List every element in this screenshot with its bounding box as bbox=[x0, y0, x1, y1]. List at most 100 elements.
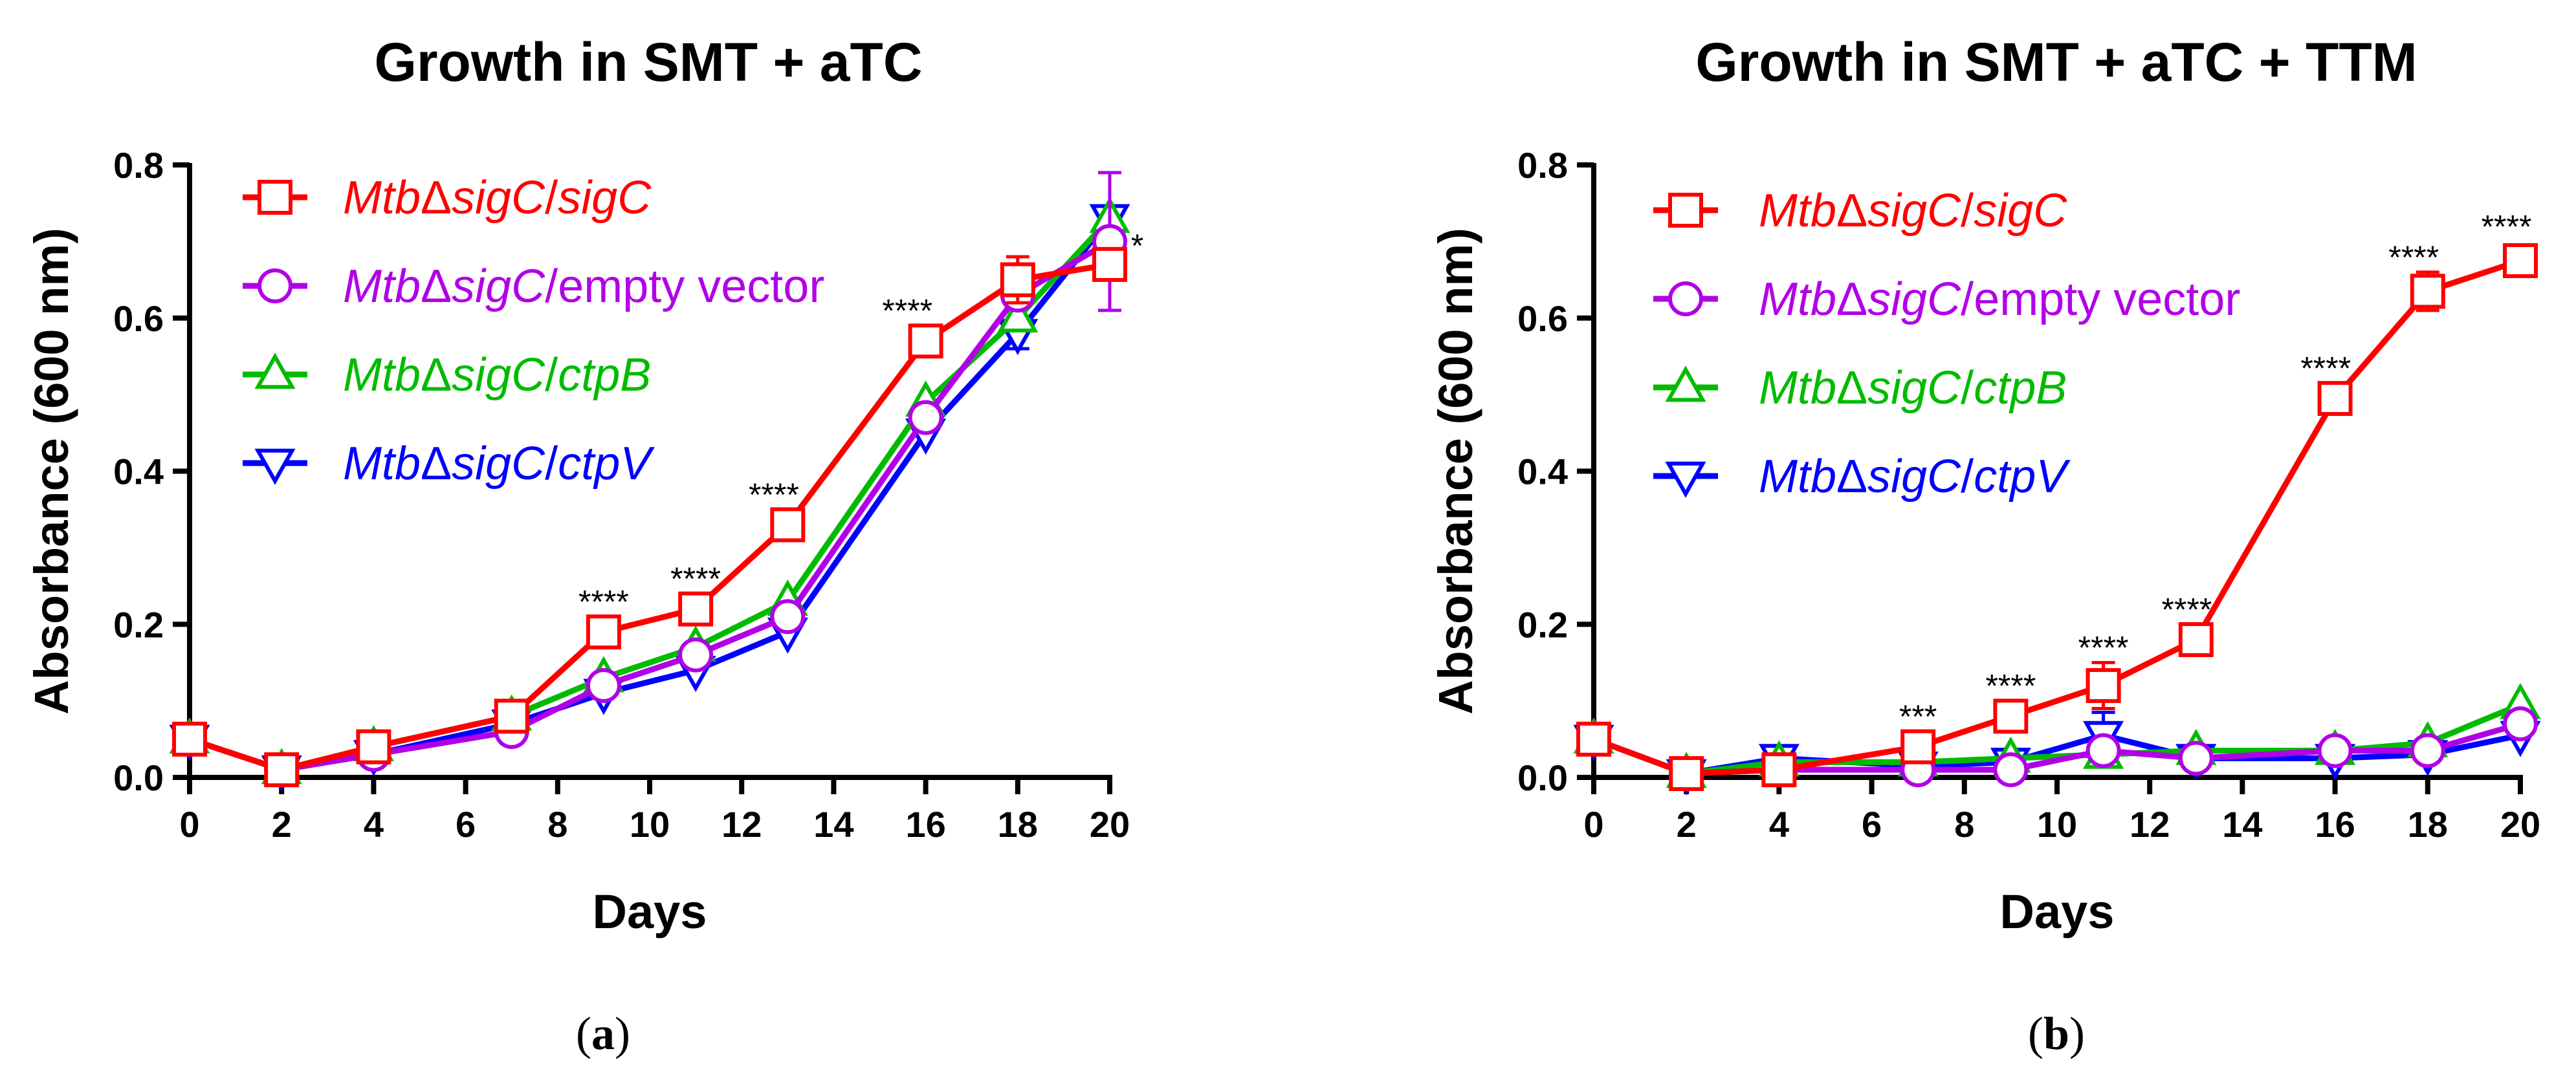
y-axis-label: Absorbance (600 nm) bbox=[1429, 228, 1482, 715]
data-point bbox=[172, 721, 207, 757]
chart-title: Growth in SMT + aTC + TTM bbox=[1695, 32, 2417, 92]
data-point bbox=[678, 591, 714, 627]
x-tick-label: 18 bbox=[2408, 804, 2448, 845]
legend-delta: Δ bbox=[1836, 274, 1867, 325]
significance-label: **** bbox=[2388, 239, 2439, 276]
caption-letter: a bbox=[591, 1008, 615, 1059]
x-axis-label: Days bbox=[2000, 885, 2115, 938]
legend-slash: / bbox=[1961, 362, 1974, 414]
series-line bbox=[188, 239, 1112, 773]
significance-label: *** bbox=[1899, 699, 1937, 735]
data-point bbox=[678, 637, 714, 673]
legend-item: MtbΔsigC/ctpV bbox=[243, 438, 655, 490]
legend-gene: sigC bbox=[452, 438, 545, 490]
legend-item: MtbΔsigC/empty vector bbox=[243, 261, 824, 312]
significance-label: **** bbox=[2078, 630, 2129, 666]
significance-label: **** bbox=[749, 477, 799, 513]
legend-label: MtbΔsigC/empty vector bbox=[343, 261, 824, 312]
legend-slash: / bbox=[545, 349, 558, 401]
legend-marker bbox=[258, 268, 292, 303]
x-tick-label: 4 bbox=[364, 804, 384, 845]
y-tick-label: 0.0 bbox=[113, 757, 164, 798]
x-tick-label: 4 bbox=[1769, 804, 1789, 845]
legend-label: MtbΔsigC/ctpV bbox=[343, 438, 655, 490]
legend-marker bbox=[254, 448, 296, 485]
x-tick-label: 0 bbox=[1583, 804, 1603, 845]
x-tick-label: 20 bbox=[1090, 804, 1130, 845]
significance-label: **** bbox=[882, 293, 932, 329]
legend-gene: sigC bbox=[452, 349, 545, 401]
x-tick-label: 20 bbox=[2500, 804, 2540, 845]
legend-suffix: empty vector bbox=[1974, 274, 2240, 325]
x-tick-label: 8 bbox=[1954, 804, 1974, 845]
x-tick-label: 10 bbox=[630, 804, 670, 845]
series-square bbox=[1576, 243, 2538, 792]
legend-gene: sigC bbox=[1867, 274, 1961, 325]
legend-delta: Δ bbox=[1836, 185, 1867, 237]
x-tick-label: 6 bbox=[1862, 804, 1882, 845]
significance-label: **** bbox=[1985, 668, 2036, 704]
legend-label: MtbΔsigC/ctpV bbox=[1759, 451, 2071, 503]
legend-gene: sigC bbox=[1867, 362, 1961, 414]
x-tick-label: 6 bbox=[456, 804, 476, 845]
legend-marker bbox=[254, 352, 296, 389]
data-point bbox=[1576, 721, 1611, 757]
data-point bbox=[2178, 741, 2214, 776]
x-tick-label: 16 bbox=[2315, 804, 2355, 845]
legend-suffix: ctpV bbox=[558, 438, 655, 490]
significance-label: **** bbox=[2162, 591, 2212, 627]
caption-open: ( bbox=[576, 1008, 591, 1059]
legend-strain: Mtb bbox=[343, 172, 421, 224]
legend-gene: sigC bbox=[452, 172, 545, 224]
chart-title: Growth in SMT + aTC bbox=[374, 32, 922, 92]
legend-item: MtbΔsigC/ctpB bbox=[1653, 362, 2067, 414]
caption-open: ( bbox=[2028, 1008, 2043, 1059]
legend-slash: / bbox=[1961, 451, 1974, 503]
legend-item: MtbΔsigC/ctpB bbox=[243, 349, 651, 401]
legend-label: MtbΔsigC/sigC bbox=[343, 172, 652, 224]
legend-slash: / bbox=[545, 261, 558, 312]
data-point bbox=[770, 599, 806, 634]
data-point bbox=[356, 729, 391, 764]
y-tick-label: 0.8 bbox=[113, 145, 164, 186]
data-point bbox=[770, 507, 806, 543]
data-point bbox=[908, 400, 943, 435]
legend-item: MtbΔsigC/ctpV bbox=[1653, 451, 2071, 503]
y-tick-label: 0.2 bbox=[113, 604, 164, 645]
data-point bbox=[2317, 733, 2353, 768]
legend-suffix: sigC bbox=[1974, 185, 2067, 237]
x-tick-label: 18 bbox=[998, 804, 1038, 845]
x-tick-label: 0 bbox=[179, 804, 199, 845]
data-point bbox=[1993, 699, 2029, 734]
data-point bbox=[2086, 667, 2121, 703]
y-tick-label: 0.4 bbox=[113, 451, 164, 492]
legend-suffix: ctpB bbox=[1974, 362, 2067, 414]
caption-close: ) bbox=[2069, 1008, 2085, 1059]
legend-slash: / bbox=[1961, 185, 1974, 237]
legend-delta: Δ bbox=[1836, 362, 1867, 414]
significance-label: **** bbox=[670, 561, 721, 597]
legend-marker bbox=[1668, 281, 1703, 316]
x-tick-label: 12 bbox=[721, 804, 762, 845]
legend-strain: Mtb bbox=[1759, 185, 1836, 237]
x-tick-label: 10 bbox=[2037, 804, 2077, 845]
legend-marker bbox=[1665, 461, 1706, 498]
y-tick-label: 0.2 bbox=[1517, 604, 1568, 645]
data-point bbox=[264, 752, 300, 788]
data-point bbox=[997, 296, 1039, 332]
x-tick-label: 14 bbox=[813, 804, 853, 845]
significance-label: * bbox=[1131, 228, 1143, 264]
y-tick-label: 0.0 bbox=[1517, 757, 1568, 798]
data-point bbox=[1761, 752, 1797, 788]
series-line bbox=[1592, 702, 2522, 777]
legend-item: MtbΔsigC/sigC bbox=[243, 172, 652, 224]
data-point bbox=[1900, 729, 1936, 764]
legend-delta: Δ bbox=[1836, 451, 1867, 503]
legend-suffix: ctpB bbox=[558, 349, 651, 401]
panel-caption: (b) bbox=[2028, 1008, 2085, 1059]
data-point bbox=[2086, 733, 2121, 768]
legend-strain: Mtb bbox=[343, 261, 421, 312]
x-tick-label: 2 bbox=[1677, 804, 1697, 845]
legend-slash: / bbox=[1961, 274, 1974, 325]
